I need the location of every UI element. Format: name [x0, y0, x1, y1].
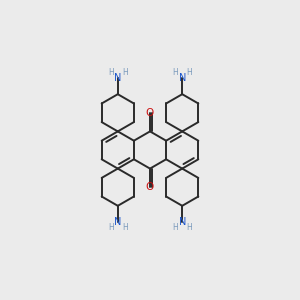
Text: N: N: [114, 217, 122, 226]
Text: O: O: [146, 182, 154, 192]
Text: H: H: [186, 68, 192, 77]
Text: H: H: [172, 68, 178, 77]
Text: H: H: [108, 68, 114, 77]
Text: H: H: [108, 223, 114, 232]
Text: H: H: [122, 223, 128, 232]
Text: H: H: [122, 68, 128, 77]
Text: N: N: [114, 74, 122, 83]
Text: H: H: [186, 223, 192, 232]
Text: O: O: [146, 108, 154, 118]
Text: N: N: [178, 217, 186, 226]
Text: H: H: [172, 223, 178, 232]
Text: N: N: [178, 74, 186, 83]
